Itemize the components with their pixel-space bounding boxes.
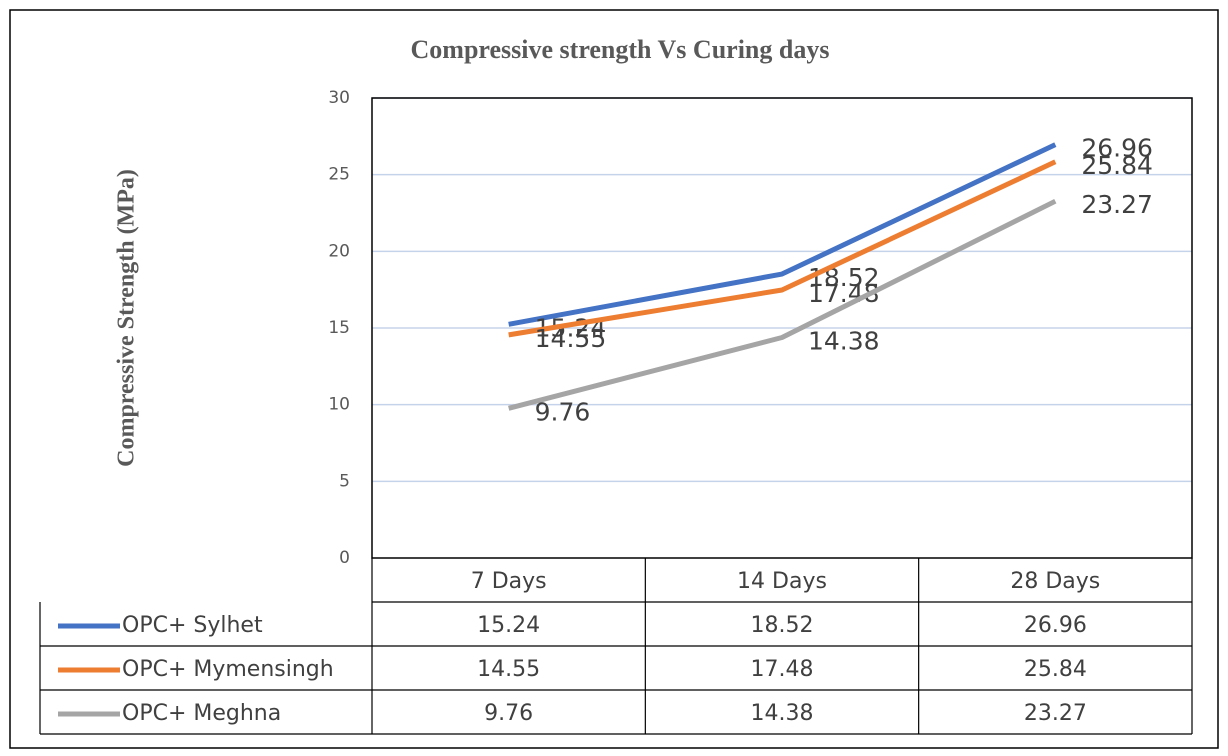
table-value: 23.27: [1024, 701, 1087, 726]
y-tick-label: 10: [328, 395, 350, 415]
data-label: 14.38: [808, 327, 880, 356]
series-line: [508, 142, 1057, 327]
series-line: [508, 159, 1057, 338]
table-value: 15.24: [477, 613, 540, 638]
chart-title: Compressive strength Vs Curing days: [411, 35, 830, 64]
table-value: 9.76: [484, 701, 533, 726]
data-label: 18.52: [808, 263, 880, 292]
data-label: 9.76: [535, 397, 591, 426]
table-value: 18.52: [751, 613, 814, 638]
legend-label: OPC+ Sylhet: [122, 613, 263, 638]
data-label: 23.27: [1081, 190, 1153, 219]
data-label: 26.96: [1081, 134, 1153, 163]
data-label: 25.84: [1081, 151, 1153, 180]
y-tick-label: 30: [328, 88, 350, 108]
table-value: 14.55: [477, 657, 540, 682]
y-tick-label: 5: [339, 471, 350, 491]
y-tick-label: 20: [328, 241, 350, 261]
y-tick-label: 0: [339, 548, 350, 568]
x-tick-label: 28 Days: [1010, 569, 1100, 594]
table-value: 26.96: [1024, 613, 1087, 638]
x-tick-label: 14 Days: [737, 569, 827, 594]
data-label: 14.55: [535, 324, 607, 353]
table-value: 14.38: [751, 701, 814, 726]
table-value: 17.48: [751, 657, 814, 682]
legend-label: OPC+ Mymensingh: [122, 657, 334, 682]
y-axis-label: Compressive Strength (MPa): [114, 169, 140, 467]
x-tick-label: 7 Days: [471, 569, 547, 594]
plot-border: [371, 97, 1193, 559]
y-tick-label: 15: [328, 318, 350, 338]
legend-label: OPC+ Meghna: [122, 701, 281, 726]
y-tick-label: 25: [328, 165, 350, 185]
table-value: 25.84: [1024, 657, 1087, 682]
series-line: [508, 198, 1057, 411]
